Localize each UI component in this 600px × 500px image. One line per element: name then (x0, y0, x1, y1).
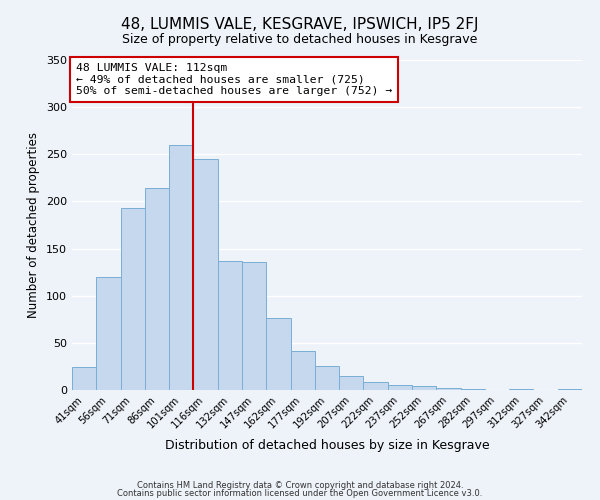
Bar (169, 145, 193, 390)
Bar (412, 386, 436, 390)
Bar (242, 262, 266, 390)
Bar (436, 388, 461, 390)
Bar (558, 389, 582, 390)
X-axis label: Distribution of detached houses by size in Kesgrave: Distribution of detached houses by size … (164, 439, 490, 452)
Bar (364, 382, 388, 390)
Y-axis label: Number of detached properties: Number of detached properties (28, 132, 40, 318)
Bar (339, 376, 364, 390)
Bar (145, 188, 169, 390)
Bar (121, 208, 145, 390)
Bar (290, 352, 315, 390)
Text: 48 LUMMIS VALE: 112sqm
← 49% of detached houses are smaller (725)
50% of semi-de: 48 LUMMIS VALE: 112sqm ← 49% of detached… (76, 63, 392, 96)
Bar (461, 389, 485, 390)
Bar (509, 389, 533, 390)
Bar (388, 386, 412, 390)
Text: Contains HM Land Registry data © Crown copyright and database right 2024.: Contains HM Land Registry data © Crown c… (137, 480, 463, 490)
Bar (266, 318, 290, 390)
Bar (193, 159, 218, 390)
Text: 48, LUMMIS VALE, KESGRAVE, IPSWICH, IP5 2FJ: 48, LUMMIS VALE, KESGRAVE, IPSWICH, IP5 … (121, 18, 479, 32)
Text: Contains public sector information licensed under the Open Government Licence v3: Contains public sector information licen… (118, 489, 482, 498)
Bar (72, 368, 96, 390)
Bar (96, 277, 121, 390)
Text: Size of property relative to detached houses in Kesgrave: Size of property relative to detached ho… (122, 32, 478, 46)
Bar (315, 366, 339, 390)
Bar (218, 261, 242, 390)
